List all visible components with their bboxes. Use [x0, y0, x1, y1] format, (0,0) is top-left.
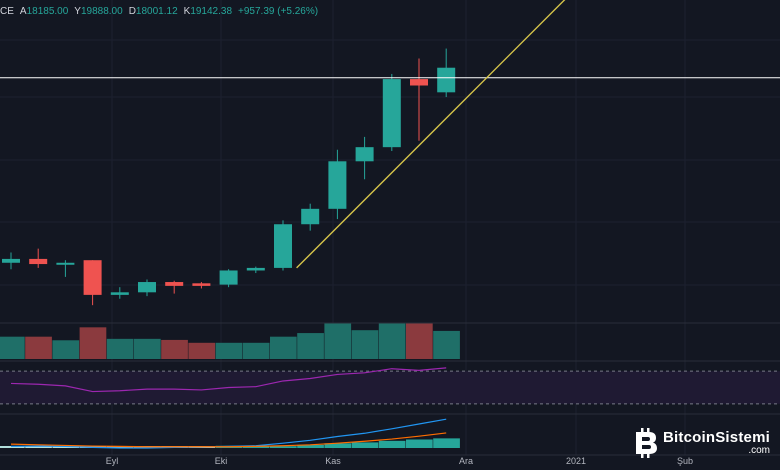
- candle-body[interactable]: [83, 260, 102, 295]
- change-readout: +957.39 (+5.26%): [238, 5, 319, 17]
- macd-histogram-bar: [270, 446, 297, 448]
- bitcoin-logo-icon: [636, 428, 657, 458]
- macd-histogram-bar: [351, 442, 379, 448]
- tick-eyl: Eyl: [105, 456, 119, 466]
- trendline[interactable]: [296, 0, 596, 269]
- candle-body[interactable]: [246, 267, 265, 271]
- rsi-pane[interactable]: [0, 367, 780, 405]
- tick-sub: Şub: [676, 456, 694, 466]
- tick-eki: Eki: [214, 456, 228, 466]
- candle-body[interactable]: [29, 258, 48, 265]
- candle-body[interactable]: [192, 283, 211, 286]
- ohlc-legend: CE A18185.00 Y19888.00 D18001.12 K19142.…: [0, 2, 318, 20]
- watermark-name: BitcoinSistemi: [663, 429, 770, 446]
- volume-bar: [378, 323, 406, 359]
- volume-bar: [25, 336, 52, 359]
- volume-bar: [406, 323, 433, 359]
- volume-bar: [324, 323, 352, 359]
- candle-body[interactable]: [437, 67, 456, 93]
- candle-body[interactable]: [410, 79, 428, 86]
- candle-body[interactable]: [110, 292, 129, 295]
- candle-body[interactable]: [274, 224, 292, 268]
- volume-bar: [106, 338, 134, 359]
- symbol-label: CE: [0, 5, 14, 17]
- candle-body[interactable]: [219, 270, 238, 285]
- tick-2021: 2021: [565, 456, 587, 466]
- close-readout: K19142.38: [183, 5, 233, 17]
- high-readout: Y19888.00: [74, 5, 123, 17]
- volume-bar: [351, 330, 379, 359]
- macd-histogram-bar: [378, 440, 406, 448]
- macd-histogram-bar: [297, 444, 324, 448]
- volume-bar: [297, 333, 324, 359]
- tick-ara: Ara: [458, 456, 474, 466]
- volume-bar: [161, 339, 188, 359]
- macd-histogram-bar: [25, 446, 52, 448]
- tick-kas: Kas: [325, 456, 341, 466]
- volume-bar: [188, 342, 216, 359]
- watermark-tld: .com: [748, 445, 770, 456]
- bitcoinsistemi-watermark: BitcoinSistemi .com: [633, 428, 770, 458]
- volume-bar: [270, 336, 297, 359]
- candle-body[interactable]: [165, 282, 184, 286]
- volume-bar: [0, 336, 25, 359]
- candle-body[interactable]: [382, 79, 401, 148]
- macd-histogram-bar: [0, 446, 25, 448]
- volume-bar: [134, 338, 161, 359]
- rsi-line: [10, 367, 447, 393]
- candle-body[interactable]: [56, 262, 75, 265]
- signal-line: [10, 432, 447, 448]
- macd-histogram-bar: [406, 439, 433, 448]
- macd-histogram-bar: [324, 443, 352, 448]
- pane-dividers[interactable]: [0, 322, 780, 456]
- rsi-band: [0, 371, 780, 404]
- macd-histogram-bar: [433, 438, 460, 448]
- candle-body[interactable]: [2, 258, 20, 263]
- volume-bar: [242, 342, 270, 359]
- volume-bar: [215, 342, 243, 359]
- volume-bar: [433, 330, 460, 359]
- macd-pane[interactable]: [0, 418, 460, 449]
- candle-body[interactable]: [328, 161, 347, 209]
- candle-body[interactable]: [301, 208, 320, 225]
- price-pane[interactable]: [0, 0, 780, 306]
- volume-pane[interactable]: [0, 323, 460, 359]
- time-axis[interactable]: Eyl Eki Kas Ara 2021 Şub: [0, 456, 780, 470]
- candle-body[interactable]: [138, 282, 156, 293]
- candle-body[interactable]: [355, 147, 374, 162]
- volume-bar: [79, 327, 107, 359]
- open-readout: A18185.00: [19, 5, 69, 17]
- volume-bar: [52, 340, 80, 359]
- low-readout: D18001.12: [128, 5, 178, 17]
